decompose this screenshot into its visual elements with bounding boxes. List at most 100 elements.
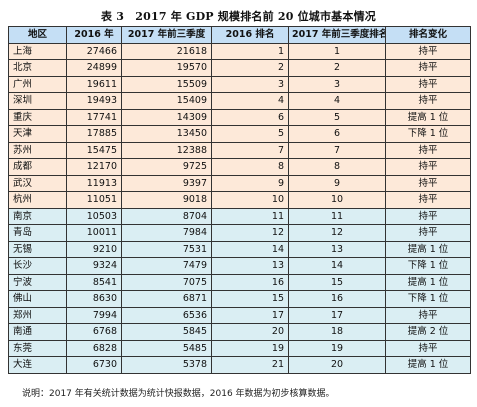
cell-rank-change: 持平: [385, 207, 471, 225]
cell-rank-2016: 7: [211, 141, 289, 159]
cell-rank-2016: 9: [211, 174, 289, 192]
table-row: 长沙 9324 7479 13 14 下降 1 位: [8, 257, 471, 275]
cell-rank-2016: 21: [211, 356, 289, 374]
cell-rank-2016: 10: [211, 191, 289, 209]
cell-gdp-2017-q3: 5485: [121, 339, 212, 357]
cell-rank-2017-q3: 18: [288, 323, 386, 341]
cell-rank-2017-q3: 19: [288, 339, 386, 357]
cell-gdp-2017-q3: 13450: [121, 125, 212, 143]
cell-gdp-2016: 12170: [66, 158, 122, 176]
cell-gdp-2016: 17741: [66, 108, 122, 126]
cell-rank-2017-q3: 17: [288, 306, 386, 324]
cell-rank-change: 持平: [385, 92, 471, 110]
cell-rank-change: 下降 1 位: [385, 290, 471, 308]
table-row: 宁波 8541 7075 16 15 提高 1 位: [8, 273, 471, 291]
table-row: 重庆 17741 14309 6 5 提高 1 位: [8, 108, 471, 126]
cell-rank-2017-q3: 9: [288, 174, 386, 192]
table-row: 南京 10503 8704 11 11 持平: [8, 207, 471, 225]
table-row: 无锡 9210 7531 14 13 提高 1 位: [8, 240, 471, 258]
cell-rank-change: 持平: [385, 191, 471, 209]
table-row: 东莞 6828 5485 19 19 持平: [8, 339, 471, 357]
cell-gdp-2017-q3: 9018: [121, 191, 212, 209]
cell-rank-2017-q3: 16: [288, 290, 386, 308]
cell-rank-change: 提高 1 位: [385, 273, 471, 291]
cell-rank-2016: 3: [211, 75, 289, 93]
cell-region: 宁波: [8, 273, 67, 291]
cell-region: 大连: [8, 356, 67, 374]
cell-region: 杭州: [8, 191, 67, 209]
table-row: 武汉 11913 9397 9 9 持平: [8, 174, 471, 192]
cell-gdp-2016: 10011: [66, 224, 122, 242]
cell-rank-2016: 16: [211, 273, 289, 291]
cell-gdp-2016: 11051: [66, 191, 122, 209]
cell-rank-2017-q3: 14: [288, 257, 386, 275]
table-row: 广州 19611 15509 3 3 持平: [8, 75, 471, 93]
cell-gdp-2017-q3: 15409: [121, 92, 212, 110]
table-row: 南通 6768 5845 20 18 提高 2 位: [8, 323, 471, 341]
cell-gdp-2017-q3: 6536: [121, 306, 212, 324]
cell-rank-2016: 15: [211, 290, 289, 308]
cell-gdp-2016: 19493: [66, 92, 122, 110]
cell-gdp-2016: 15475: [66, 141, 122, 159]
cell-rank-2016: 8: [211, 158, 289, 176]
cell-region: 武汉: [8, 174, 67, 192]
cell-rank-2016: 17: [211, 306, 289, 324]
cell-rank-change: 持平: [385, 339, 471, 357]
table-row: 上海 27466 21618 1 1 持平: [8, 42, 471, 60]
cell-rank-2016: 12: [211, 224, 289, 242]
cell-gdp-2016: 9210: [66, 240, 122, 258]
cell-region: 深圳: [8, 92, 67, 110]
cell-rank-change: 持平: [385, 224, 471, 242]
cell-gdp-2017-q3: 12388: [121, 141, 212, 159]
cell-region: 长沙: [8, 257, 67, 275]
cell-region: 广州: [8, 75, 67, 93]
cell-rank-change: 持平: [385, 59, 471, 77]
cell-gdp-2017-q3: 6871: [121, 290, 212, 308]
column-header-rank-2017-q3: 2017 年前三季度排名: [288, 26, 386, 44]
column-header-gdp-2016: 2016 年: [66, 26, 122, 44]
table-row: 北京 24899 19570 2 2 持平: [8, 59, 471, 77]
cell-rank-change: 下降 1 位: [385, 257, 471, 275]
cell-gdp-2016: 6730: [66, 356, 122, 374]
cell-region: 佛山: [8, 290, 67, 308]
cell-rank-2016: 6: [211, 108, 289, 126]
column-header-rank-change: 排名变化: [385, 26, 471, 44]
cell-gdp-2016: 19611: [66, 75, 122, 93]
cell-gdp-2017-q3: 15509: [121, 75, 212, 93]
table-footnote: 说明：2017 年有关统计数据为统计快报数据，2016 年数据为初步核算数据。: [22, 389, 335, 399]
cell-rank-2016: 1: [211, 42, 289, 60]
cell-rank-change: 持平: [385, 306, 471, 324]
cell-rank-2017-q3: 10: [288, 191, 386, 209]
column-header-region: 地区: [8, 26, 67, 44]
cell-rank-2017-q3: 3: [288, 75, 386, 93]
cell-rank-change: 下降 1 位: [385, 125, 471, 143]
cell-gdp-2016: 6828: [66, 339, 122, 357]
cell-region: 东莞: [8, 339, 67, 357]
cell-region: 青岛: [8, 224, 67, 242]
cell-gdp-2017-q3: 8704: [121, 207, 212, 225]
cell-rank-change: 持平: [385, 158, 471, 176]
cell-gdp-2017-q3: 7531: [121, 240, 212, 258]
table-row: 苏州 15475 12388 7 7 持平: [8, 141, 471, 159]
cell-gdp-2016: 7994: [66, 306, 122, 324]
cell-gdp-2016: 8630: [66, 290, 122, 308]
table-row: 大连 6730 5378 21 20 提高 1 位: [8, 356, 471, 374]
table-body: 上海 27466 21618 1 1 持平 北京 24899 19570 2 2 持平 广州 19611 1…: [8, 42, 471, 374]
cell-gdp-2017-q3: 19570: [121, 59, 212, 77]
cell-region: 重庆: [8, 108, 67, 126]
cell-region: 天津: [8, 125, 67, 143]
cell-region: 南京: [8, 207, 67, 225]
cell-rank-2016: 5: [211, 125, 289, 143]
cell-gdp-2017-q3: 7075: [121, 273, 212, 291]
table-row: 杭州 11051 9018 10 10 持平: [8, 191, 471, 209]
cell-gdp-2016: 6768: [66, 323, 122, 341]
table-title: 表 3 2017 年 GDP 规模排名前 20 位城市基本情况: [101, 10, 376, 23]
cell-rank-2017-q3: 13: [288, 240, 386, 258]
cell-gdp-2017-q3: 21618: [121, 42, 212, 60]
cell-rank-2017-q3: 1: [288, 42, 386, 60]
cell-gdp-2016: 11913: [66, 174, 122, 192]
table-header-row: 地区 2016 年 2017 年前三季度 2016 排名 2017 年前三季度排…: [8, 26, 471, 44]
cell-gdp-2017-q3: 9397: [121, 174, 212, 192]
cell-gdp-2017-q3: 5845: [121, 323, 212, 341]
cell-rank-2017-q3: 11: [288, 207, 386, 225]
